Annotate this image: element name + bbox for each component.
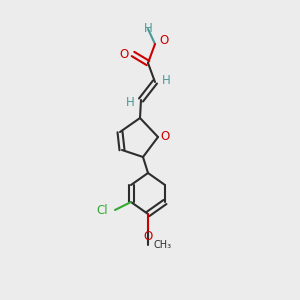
Text: O: O — [120, 47, 129, 61]
Text: O: O — [160, 130, 169, 143]
Text: O: O — [143, 230, 153, 242]
Text: H: H — [162, 74, 170, 86]
Text: Cl: Cl — [96, 203, 108, 217]
Text: H: H — [144, 22, 152, 35]
Text: CH₃: CH₃ — [153, 240, 171, 250]
Text: H: H — [126, 95, 134, 109]
Text: O: O — [159, 34, 168, 47]
